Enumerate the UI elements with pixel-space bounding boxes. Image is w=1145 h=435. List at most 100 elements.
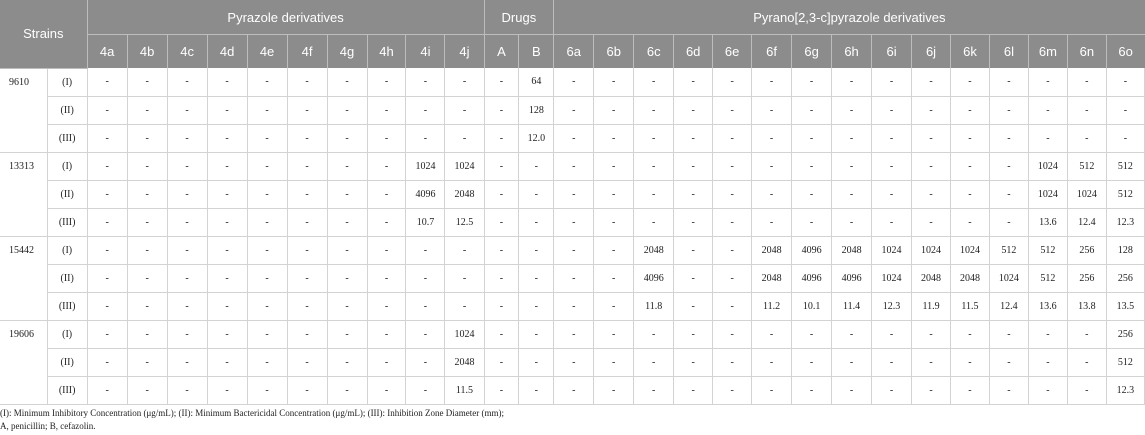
table-cell: - — [751, 180, 792, 209]
table-cell: - — [712, 236, 752, 265]
table-row: (III) - - - - - - - -10.7 12.5- - - - - - - - - - - - - -13.6 1… — [0, 208, 1145, 237]
measure-label: (III) — [46, 292, 88, 321]
table-cell: - — [553, 68, 594, 97]
table-cell: - — [911, 96, 951, 125]
table-cell: - — [86, 152, 128, 181]
table-cell: - — [871, 68, 912, 97]
table-cell: - — [911, 180, 951, 209]
table-cell: - — [206, 348, 248, 377]
table-cell: - — [366, 320, 406, 349]
table-cell: 12.4 — [988, 292, 1029, 321]
table-cell: 12.3 — [1105, 376, 1145, 405]
column-header: 6f — [751, 34, 792, 68]
table-cell: - — [1027, 376, 1068, 405]
table-cell: 11.2 — [751, 292, 792, 321]
table-cell: - — [593, 68, 634, 97]
table-cell: - — [483, 124, 519, 153]
table-cell: 1024 — [871, 236, 912, 265]
table-cell: - — [326, 208, 368, 237]
table-cell: - — [1027, 96, 1068, 125]
table-cell: 256 — [1105, 320, 1145, 349]
table-cell: - — [791, 348, 832, 377]
table-cell: - — [712, 264, 752, 293]
table-cell: 512 — [988, 236, 1029, 265]
table-cell: - — [988, 124, 1029, 153]
table-cell: - — [326, 320, 368, 349]
table-cell: - — [206, 264, 248, 293]
measure-label: (II) — [46, 264, 88, 293]
table-cell: 10.1 — [791, 292, 832, 321]
table-cell: - — [246, 376, 288, 405]
table-row: 15442 (I) - - - - - - - - - - - - - -2048- -2048 4096 2048… — [0, 236, 1145, 321]
table-cell: - — [1105, 96, 1145, 125]
table-cell: - — [831, 348, 872, 377]
table-cell: - — [673, 180, 713, 209]
table-cell: - — [712, 376, 752, 405]
table-cell: 1024 — [444, 320, 485, 349]
table-cell: - — [831, 180, 872, 209]
table-cell: 128 — [1105, 236, 1145, 265]
table-cell: 512 — [1105, 180, 1145, 209]
table-cell: - — [518, 208, 554, 237]
table-cell: 512 — [1105, 152, 1145, 181]
table-cell: - — [206, 292, 248, 321]
table-cell: - — [751, 320, 792, 349]
column-header: 6c — [633, 34, 674, 68]
table-cell: - — [673, 292, 713, 321]
table-cell: 1024 — [1027, 180, 1068, 209]
table-row: (II) - - - - - - - - - - -128- - - - - - - - - - - - - - - — [0, 96, 1145, 125]
column-header: 6b — [593, 34, 634, 68]
table-cell: - — [366, 96, 406, 125]
table-cell: - — [366, 348, 406, 377]
table-cell: - — [911, 208, 951, 237]
table-cell: - — [86, 180, 128, 209]
table-cell: 512 — [1066, 152, 1107, 181]
table-row: (II) - - - - - - - - - - - - - -4096- -2048 4096 4096 1024… — [0, 264, 1145, 293]
table-cell: 256 — [1066, 236, 1107, 265]
table-cell: - — [712, 124, 752, 153]
column-header: 4f — [286, 34, 328, 68]
table-cell: - — [553, 124, 594, 153]
table-cell: - — [950, 180, 990, 209]
table-cell: - — [366, 68, 406, 97]
table-cell: - — [553, 376, 594, 405]
table-cell: - — [950, 348, 990, 377]
table-cell: 1024 — [444, 152, 485, 181]
table-cell: - — [326, 124, 368, 153]
table-cell: 512 — [1027, 264, 1068, 293]
group-header: Pyrazole derivatives — [86, 0, 485, 35]
table-cell: - — [366, 124, 406, 153]
table-cell: - — [553, 292, 594, 321]
table-row: 9610 (I) - - - - - - - - - - -64- - - - - - - - - - - - - - - — [0, 68, 1145, 153]
table-cell: - — [366, 236, 406, 265]
table-cell: - — [286, 376, 328, 405]
strain-label: 9610 — [0, 68, 48, 153]
table-cell: - — [831, 124, 872, 153]
measure-label: (III) — [46, 208, 88, 237]
table-cell: - — [633, 96, 674, 125]
table-cell: - — [86, 348, 128, 377]
group-header: Pyrano[2,3-c]pyrazole derivatives — [553, 0, 1145, 35]
table-cell: - — [633, 68, 674, 97]
table-cell: - — [553, 96, 594, 125]
table-cell: 1024 — [911, 236, 951, 265]
table-cell: - — [831, 96, 872, 125]
table-cell: - — [1066, 320, 1107, 349]
table-cell: - — [593, 320, 634, 349]
table-cell: - — [326, 152, 368, 181]
column-header: 4c — [166, 34, 208, 68]
table-cell: - — [593, 152, 634, 181]
table-cell: 12.3 — [1105, 208, 1145, 237]
table-cell: - — [246, 208, 288, 237]
measure-label: (III) — [46, 376, 88, 405]
table-cell: 13.6 — [1027, 292, 1068, 321]
table-cell: - — [1066, 96, 1107, 125]
table-cell: - — [518, 264, 554, 293]
table-cell: - — [791, 208, 832, 237]
table-cell: - — [206, 376, 248, 405]
table-cell: - — [326, 264, 368, 293]
table-cell: - — [1027, 124, 1068, 153]
table-cell: - — [206, 320, 248, 349]
table-cell: - — [518, 320, 554, 349]
table-cell: - — [126, 292, 168, 321]
